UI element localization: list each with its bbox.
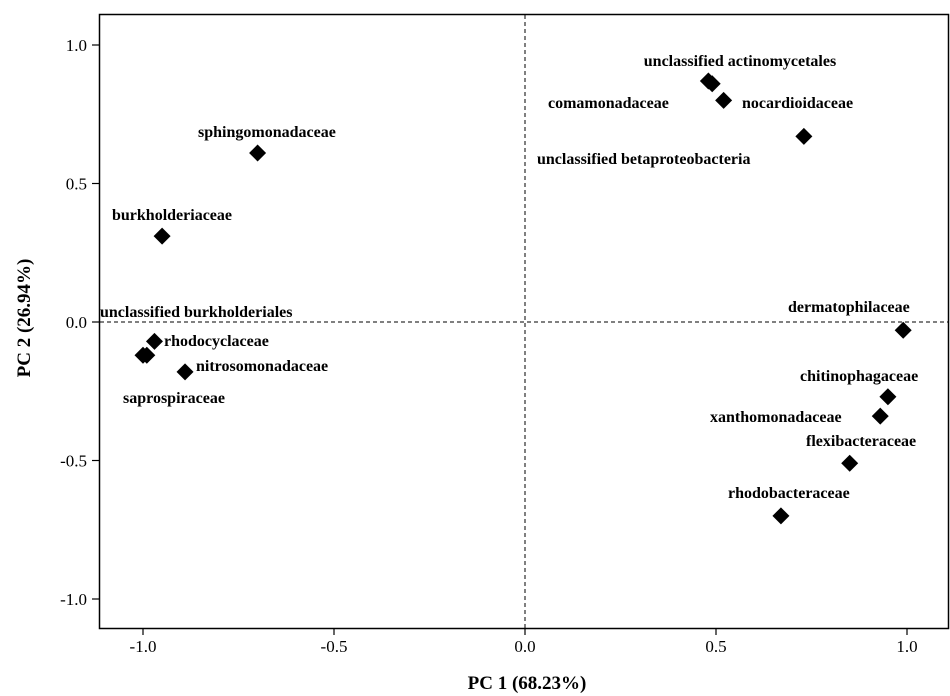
y-tick-label: 0.0 <box>66 313 87 332</box>
x-tick-label: -1.0 <box>130 637 157 656</box>
data-point-label: rhodocyclaceae <box>164 333 269 350</box>
y-tick-label: 1.0 <box>66 36 87 55</box>
data-point-marker <box>715 91 733 109</box>
data-point-marker <box>871 407 889 425</box>
data-point-marker <box>145 332 163 350</box>
data-point-label: unclassified betaproteobacteria <box>537 151 750 168</box>
x-tick-label: 0.0 <box>514 637 535 656</box>
data-point-marker <box>879 388 897 406</box>
data-point-marker <box>699 72 717 90</box>
x-tick-label: 0.5 <box>705 637 726 656</box>
data-point-label: nocardioidaceae <box>742 95 853 112</box>
x-axis-label: PC 1 (68.23%) <box>468 673 587 694</box>
data-point-marker <box>894 321 912 339</box>
data-point-marker <box>795 127 813 145</box>
data-point-label: xanthomonadaceae <box>710 409 842 426</box>
data-point-marker <box>249 144 267 162</box>
data-point-marker <box>841 454 859 472</box>
x-tick-label: 1.0 <box>896 637 917 656</box>
data-point-label: nitrosomonadaceae <box>196 358 328 375</box>
data-point-label: rhodobacteraceae <box>728 485 850 502</box>
data-point-marker <box>153 227 171 245</box>
data-point-label: flexibacteraceae <box>806 433 916 450</box>
y-tick-label: 0.5 <box>66 175 87 194</box>
y-tick-label: -0.5 <box>60 452 87 471</box>
data-point-label: saprospiraceae <box>123 390 225 407</box>
data-point-label: chitinophagaceae <box>800 368 918 385</box>
y-tick-label: -1.0 <box>60 590 87 609</box>
data-point-label: unclassified actinomycetales <box>644 53 836 70</box>
data-point-label: burkholderiaceae <box>112 207 232 224</box>
data-point-marker <box>772 507 790 525</box>
x-tick-label: -0.5 <box>321 637 348 656</box>
data-point-label: sphingomonadaceae <box>198 124 336 141</box>
y-axis-label: PC 2 (26.94%) <box>14 259 35 378</box>
data-point-label: unclassified burkholderiales <box>100 304 292 321</box>
data-point-marker <box>176 363 194 381</box>
data-point-label: comamonadaceae <box>548 95 669 112</box>
data-point-marker <box>134 346 152 364</box>
data-point-label: dermatophilaceae <box>788 299 910 316</box>
